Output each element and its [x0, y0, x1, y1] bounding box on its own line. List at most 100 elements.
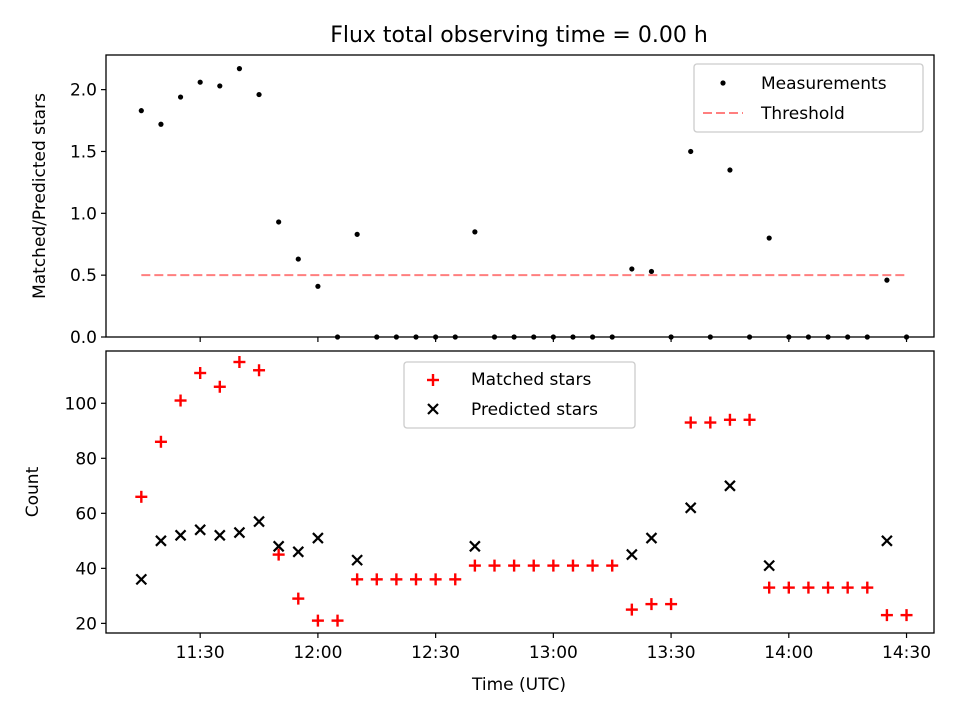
top-y-tick-label: 1.5 — [70, 142, 97, 162]
matched-star-point — [645, 598, 658, 611]
top-legend-box — [693, 63, 924, 133]
matched-star-point — [292, 592, 305, 605]
predicted-star-point — [292, 546, 305, 558]
bottom-x-tick-label: 14:30 — [882, 643, 931, 663]
predicted-star-point — [645, 532, 658, 544]
bottom-y-axis: 20 40 60 80 100 — [65, 394, 106, 634]
bottom-x-tick-label: 14:00 — [764, 643, 813, 663]
matched-star-point — [468, 559, 481, 572]
bottom-y-tick-label: 100 — [65, 394, 97, 414]
predicted-star-point — [724, 480, 736, 492]
top-y-tick-label: 0.0 — [70, 328, 97, 348]
predicted-star-point — [881, 535, 893, 547]
measurement-point — [236, 66, 243, 72]
bottom-panel: 20 40 60 80 100 11:30 12:00 12:30 13:00 13:30 14:… — [23, 350, 935, 695]
matched-star-point — [880, 609, 893, 622]
predicted-star-point — [135, 573, 148, 586]
predicted-star-point — [684, 502, 697, 514]
matched-star-point — [684, 416, 697, 429]
bottom-y-tick-label: 40 — [75, 559, 97, 579]
matched-star-point — [508, 559, 521, 572]
measurement-point — [217, 83, 223, 89]
measurement-point — [256, 91, 262, 98]
matched-star-point — [311, 614, 324, 627]
top-y-axis-label: Matched/Predicted stars — [30, 93, 50, 299]
measurement-point — [648, 268, 655, 275]
matched-star-point — [154, 435, 167, 448]
bottom-x-tick-label: 12:30 — [411, 643, 460, 663]
predicted-star-point — [253, 515, 265, 528]
top-y-tick-label: 1.0 — [70, 204, 97, 224]
matched-star-point — [625, 603, 638, 616]
legend-marker-matched-stars — [427, 374, 439, 386]
measurement-point — [629, 266, 635, 272]
matched-star-point — [763, 581, 776, 594]
top-x-axis — [199, 337, 908, 342]
bottom-plot-area — [135, 356, 913, 627]
measurement-point — [158, 121, 164, 127]
predicted-star-point — [626, 548, 638, 561]
matched-star-point — [822, 581, 835, 594]
legend-label-measurements: Measurements — [761, 74, 887, 94]
matched-star-point — [802, 581, 815, 594]
top-legend: Measurements Threshold — [693, 63, 924, 133]
measurement-point — [354, 231, 360, 237]
measurement-point — [295, 256, 301, 262]
top-panel: 0.00.51.01.52.0 Matched/Predicted stars … — [30, 54, 935, 348]
measurement-point — [766, 235, 772, 241]
matched-star-point — [606, 559, 619, 572]
legend-label-threshold: Threshold — [760, 104, 845, 124]
predicted-star-point — [312, 532, 324, 544]
matched-star-point — [566, 559, 579, 572]
matched-star-point — [723, 413, 736, 426]
measurement-point — [276, 219, 282, 225]
top-axes-frame — [105, 54, 935, 338]
measurement-point — [884, 277, 890, 283]
bottom-axes-frame — [105, 350, 935, 634]
predicted-star-point — [155, 535, 167, 547]
top-y-tick-label: 0.5 — [70, 266, 97, 286]
bottom-x-axis: 11:30 12:00 12:30 13:00 13:30 14:00 14:30 — [176, 633, 931, 663]
bottom-x-tick-label: 12:00 — [293, 643, 342, 663]
bottom-y-axis-label: Count — [23, 466, 43, 517]
legend-marker-measurements — [720, 80, 726, 86]
matched-star-point — [351, 573, 364, 586]
legend-label-predicted-stars: Predicted stars — [471, 400, 598, 420]
matched-star-point — [253, 364, 266, 377]
figure-title: Flux total observing time = 0.00 h — [330, 23, 708, 48]
matched-star-point — [743, 413, 756, 426]
predicted-star-point — [194, 524, 206, 536]
bottom-x-tick-label: 11:30 — [176, 643, 225, 663]
legend-marker-predicted-stars — [427, 403, 439, 415]
matched-star-point — [665, 598, 678, 611]
bottom-x-axis-label: Time (UTC) — [471, 675, 566, 695]
matched-star-point — [841, 581, 854, 594]
matched-star-point — [390, 573, 403, 586]
matched-star-point — [900, 609, 913, 622]
matched-star-point — [370, 573, 383, 586]
top-y-axis: 0.0 0.5 1.0 1.5 2.0 — [70, 81, 106, 348]
measurement-point — [197, 79, 203, 85]
measurement-point — [138, 108, 144, 114]
bottom-y-tick-label: 80 — [75, 449, 97, 469]
top-y-tick-label: 2.0 — [70, 81, 97, 101]
matched-star-point — [449, 573, 462, 586]
matched-star-point — [135, 490, 148, 503]
matched-star-point — [272, 548, 285, 561]
predicted-star-point — [763, 559, 775, 572]
bottom-x-tick-label: 13:00 — [529, 643, 578, 663]
matched-star-point — [782, 581, 795, 594]
measurement-point — [315, 283, 321, 289]
matched-star-point — [194, 367, 207, 380]
predicted-star-point — [233, 526, 246, 539]
legend-label-matched-stars: Matched stars — [471, 370, 591, 390]
measurement-point — [688, 148, 694, 155]
measurement-point — [177, 94, 184, 100]
bottom-legend: Matched stars Predicted stars — [403, 361, 636, 429]
bottom-x-tick-label: 13:30 — [647, 643, 696, 663]
matched-star-point — [861, 581, 874, 594]
predicted-star-point — [351, 554, 363, 566]
matched-star-point — [410, 573, 423, 586]
